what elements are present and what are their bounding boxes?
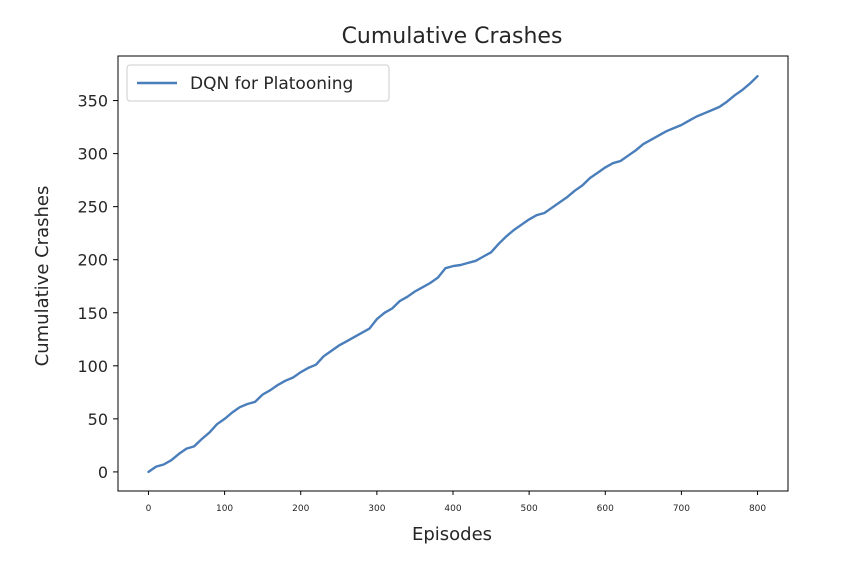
x-tick-label: 200 bbox=[292, 504, 309, 514]
legend-label: DQN for Platooning bbox=[190, 74, 353, 94]
y-tick-label: 100 bbox=[77, 357, 108, 376]
y-tick-label: 200 bbox=[77, 251, 108, 270]
x-tick-label: 0 bbox=[146, 504, 152, 514]
chart-title: Cumulative Crashes bbox=[342, 24, 563, 49]
y-tick-label: 300 bbox=[77, 145, 108, 164]
x-tick-label: 400 bbox=[444, 504, 461, 514]
x-tick-label: 300 bbox=[368, 504, 385, 514]
y-tick-label: 350 bbox=[77, 92, 108, 111]
x-tick-label: 700 bbox=[673, 504, 690, 514]
y-axis-label: Cumulative Crashes bbox=[32, 186, 53, 367]
series-line-0 bbox=[147, 74, 759, 474]
y-tick-label: 250 bbox=[77, 198, 108, 217]
y-tick-label: 150 bbox=[77, 304, 108, 323]
x-axis-label: Episodes bbox=[412, 524, 492, 545]
x-tick-label: 600 bbox=[597, 504, 614, 514]
x-tick-label: 500 bbox=[521, 504, 538, 514]
x-tick-label: 100 bbox=[216, 504, 233, 514]
legend-box bbox=[126, 64, 390, 102]
y-tick-label: 0 bbox=[98, 463, 108, 482]
y-tick-label: 50 bbox=[88, 410, 108, 429]
plot-area: 0 100 200 300 400 500 600 700 800 0 50 100 150 200 250… bbox=[77, 55, 789, 514]
x-tick-label: 800 bbox=[749, 504, 766, 514]
